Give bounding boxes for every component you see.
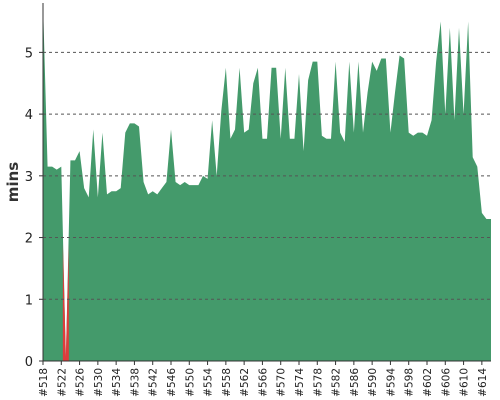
x-tick-label-598: #598 <box>404 368 416 397</box>
y-tick-label-3: 3 <box>25 170 33 185</box>
x-tick-label-546: #546 <box>166 368 178 397</box>
x-tick-label-534: #534 <box>111 368 123 397</box>
x-tick-label-586: #586 <box>349 368 361 397</box>
x-tick-label-530: #530 <box>93 368 105 397</box>
x-tick-label-574: #574 <box>294 368 306 397</box>
x-tick-label-614: #614 <box>477 368 489 397</box>
x-tick-label-566: #566 <box>257 368 269 397</box>
x-tick-label-538: #538 <box>129 368 141 397</box>
x-tick-label-558: #558 <box>221 368 233 397</box>
x-tick-label-550: #550 <box>184 368 196 397</box>
x-tick-label-526: #526 <box>75 368 87 397</box>
x-tick-label-606: #606 <box>440 368 452 397</box>
series-area <box>43 3 491 361</box>
x-tick-label-578: #578 <box>312 368 324 397</box>
x-tick-label-554: #554 <box>203 368 215 397</box>
y-tick-label-5: 5 <box>25 46 33 61</box>
x-tick-label-602: #602 <box>422 368 434 397</box>
x-tick-label-590: #590 <box>367 368 379 397</box>
y-tick-label-2: 2 <box>25 232 33 247</box>
x-tick-label-522: #522 <box>56 368 68 397</box>
y-axis-title: mins <box>4 162 22 202</box>
x-tick-label-570: #570 <box>276 368 288 397</box>
y-tick-label-0: 0 <box>25 355 33 370</box>
failed-build-mark <box>62 243 69 361</box>
x-tick-label-610: #610 <box>459 368 471 397</box>
x-tick-label-542: #542 <box>148 368 160 397</box>
x-tick-label-594: #594 <box>385 368 397 397</box>
x-tick-label-518: #518 <box>38 368 50 397</box>
y-tick-label-1: 1 <box>25 293 33 308</box>
y-tick-label-4: 4 <box>25 108 33 123</box>
x-tick-label-562: #562 <box>239 368 251 397</box>
x-tick-label-582: #582 <box>331 368 343 397</box>
